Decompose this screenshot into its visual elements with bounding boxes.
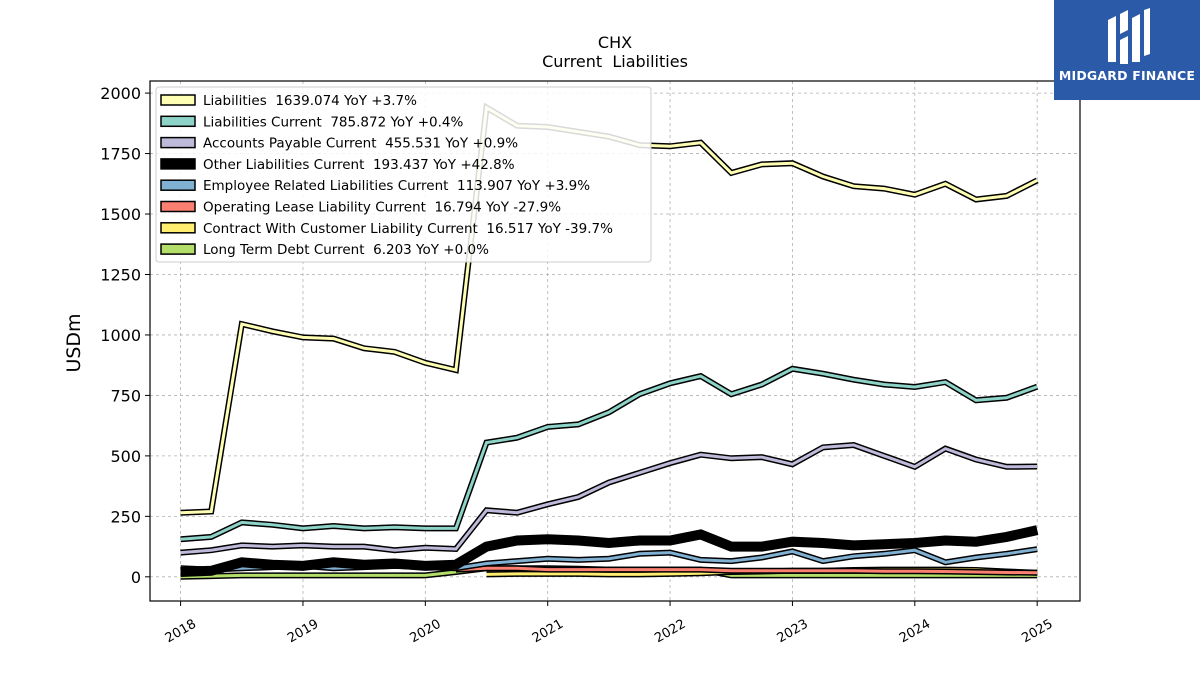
brand-logo: MIDGARD FINANCE: [1054, 0, 1200, 100]
legend: Liabilities 1639.074 YoY +3.7% Liabilitie…: [155, 86, 652, 263]
x-tick-label: 2022: [652, 617, 688, 647]
chart-title: CHX: [598, 33, 632, 52]
legend-swatch: [160, 200, 196, 213]
legend-entry: Operating Lease Liability Current 16.794…: [203, 200, 561, 216]
series-2: [180, 441, 1038, 556]
series-1: [180, 365, 1039, 543]
legend-swatch: [160, 179, 196, 191]
series-line: [180, 367, 1038, 541]
y-tick-label: 2000: [100, 84, 141, 103]
y-tick-label: 0: [131, 568, 141, 587]
y-tick-label: 1000: [100, 326, 141, 345]
legend-swatch: [160, 115, 196, 128]
y-tick-label: 1500: [100, 205, 141, 224]
legend-swatch: [160, 136, 196, 149]
series-line: [455, 566, 1038, 575]
x-tick-label: 2025: [1019, 617, 1055, 647]
legend-entry: Liabilities Current 785.872 YoY +0.4%: [203, 114, 463, 130]
y-tick-label: 1250: [100, 265, 141, 284]
x-tick-label: 2024: [897, 617, 933, 647]
legend-swatch: [160, 222, 196, 234]
series-5: [455, 565, 1038, 576]
series-layer: [180, 102, 1039, 580]
legend-entry: Other Liabilities Current 193.437 YoY +4…: [203, 157, 515, 173]
y-tick-label: 500: [110, 447, 141, 466]
plot-frame: [149, 80, 1081, 602]
x-tick-label: 2020: [407, 617, 443, 647]
legend-swatch: [160, 94, 196, 106]
chart-subtitle: Current Liabilities: [542, 52, 688, 71]
brand-name: MIDGARD FINANCE: [1058, 68, 1196, 83]
x-tick-label: 2018: [163, 617, 199, 647]
x-tick-label: 2019: [285, 617, 321, 647]
legend-swatch: [160, 243, 196, 255]
midgard-logo-icon: [1108, 8, 1150, 64]
legend-entry: Liabilities 1639.074 YoY +3.7%: [203, 93, 417, 109]
legend-entry: Contract With Customer Liability Current…: [203, 221, 613, 237]
legend-box: [155, 86, 652, 263]
y-tick-label: 250: [110, 507, 141, 526]
y-tick-label: 750: [110, 386, 141, 405]
legend-entry: Long Term Debt Current 6.203 YoY +0.0%: [203, 242, 489, 258]
legend-entry: Employee Related Liabilities Current 113…: [203, 178, 590, 194]
series-3: [180, 525, 1039, 577]
series-line-outline: [180, 441, 1038, 556]
y-tick-label: 1750: [100, 145, 141, 164]
legend-entry: Accounts Payable Current 455.531 YoY +0.…: [203, 136, 518, 152]
y-axis-label: USDm: [63, 313, 85, 372]
x-tick-label: 2021: [530, 617, 566, 647]
series-line-outline: [180, 365, 1039, 543]
legend-swatch: [160, 158, 196, 170]
series-line: [180, 443, 1038, 555]
series-line: [180, 526, 1038, 576]
x-tick-label: 2023: [775, 617, 811, 647]
